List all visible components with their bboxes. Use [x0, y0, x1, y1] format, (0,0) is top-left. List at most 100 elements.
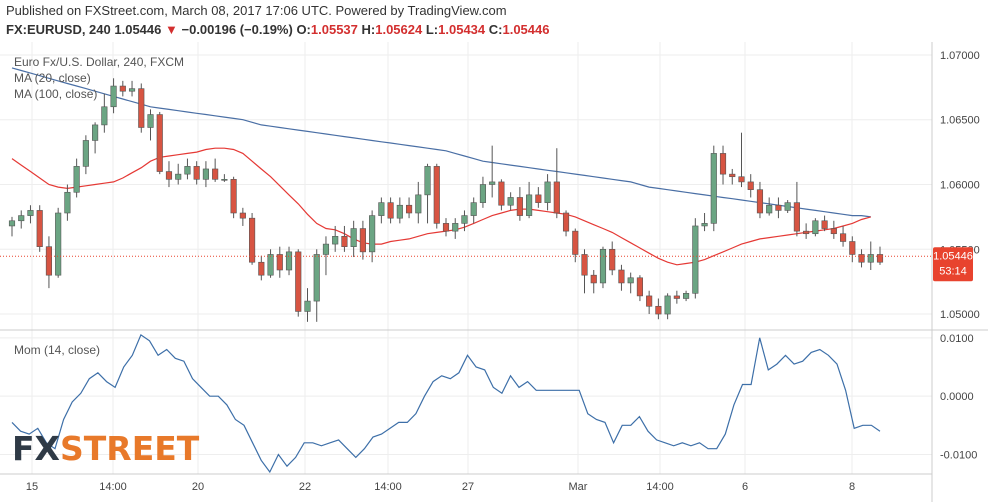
- candle: [405, 197, 413, 219]
- candle: [793, 181, 800, 237]
- candle-body: [738, 176, 745, 183]
- momentum-axis[interactable]: 0.0100 0.0000 -0.0100: [940, 333, 977, 462]
- candle-body: [285, 251, 293, 271]
- last-price: 1.05446: [114, 22, 162, 37]
- candle-body: [415, 194, 422, 214]
- low-label: L:: [425, 22, 439, 37]
- candle-body: [526, 194, 533, 216]
- candle-body: [867, 254, 874, 263]
- candle: [664, 293, 671, 320]
- high-value: 1.05624: [375, 22, 423, 37]
- time-axis[interactable]: 15 14:00 20 22 14:00 27 Mar 14:00 6 8: [26, 481, 855, 493]
- candle-body: [516, 197, 523, 216]
- candle-body: [618, 269, 625, 284]
- candle: [738, 132, 745, 188]
- candle-body: [581, 254, 588, 276]
- candle: [193, 161, 200, 185]
- candle-body: [784, 202, 791, 211]
- candle-body: [479, 184, 487, 203]
- candle-body: [202, 168, 209, 180]
- candle: [470, 197, 477, 224]
- ma20-line: [11, 147, 871, 266]
- candle-body: [45, 246, 53, 276]
- candle-body: [138, 88, 145, 128]
- candle: [775, 197, 782, 219]
- candle-body: [775, 204, 782, 211]
- candle: [692, 218, 699, 299]
- candle: [812, 218, 819, 237]
- candle-body: [36, 210, 43, 247]
- candle-body: [239, 212, 246, 219]
- time-tick-label: 14:00: [99, 481, 127, 493]
- candle-body: [101, 106, 108, 126]
- candle: [73, 158, 80, 198]
- legend-momentum: Mom (14, close): [14, 343, 100, 357]
- candle: [581, 249, 588, 294]
- candle: [378, 197, 385, 224]
- candle: [202, 161, 209, 188]
- candle-body: [128, 88, 136, 92]
- ma100-line: [11, 67, 871, 218]
- price-tag-countdown: 53:14: [939, 265, 967, 277]
- candle: [876, 246, 884, 265]
- high-label: H:: [361, 22, 376, 37]
- candle-body: [193, 166, 200, 180]
- candle-body: [119, 85, 126, 92]
- candle-body: [498, 181, 505, 206]
- candle-body: [609, 248, 616, 271]
- candle-body: [553, 181, 560, 214]
- candle-body: [507, 197, 514, 206]
- candle-body: [683, 293, 690, 299]
- candle-body: [599, 248, 607, 284]
- candle-body: [175, 173, 182, 180]
- candle-body: [82, 140, 89, 167]
- close-label: C:: [488, 22, 503, 37]
- candle-body: [276, 254, 283, 271]
- candle: [8, 216, 16, 237]
- candle-body: [304, 300, 311, 312]
- candle-body: [369, 215, 376, 253]
- candle-body: [858, 254, 865, 263]
- candle: [498, 179, 505, 211]
- candle-body: [747, 181, 754, 190]
- candle: [276, 246, 283, 278]
- candle: [230, 176, 237, 219]
- time-tick-label: 6: [742, 481, 748, 493]
- candle-body: [562, 212, 570, 232]
- candle-body: [249, 217, 256, 263]
- candle: [655, 298, 662, 320]
- price-tick-label: 1.06500: [940, 115, 980, 127]
- time-tick-label: 8: [849, 481, 855, 493]
- candle-body: [821, 220, 828, 229]
- candle-body: [812, 220, 819, 235]
- candle: [424, 163, 431, 224]
- momentum-path: [11, 333, 881, 474]
- candle-body: [729, 173, 736, 178]
- candle-body: [719, 153, 727, 175]
- time-tick-label: 14:00: [646, 481, 674, 493]
- candle: [830, 220, 837, 239]
- candle: [285, 246, 293, 276]
- candle-body: [461, 215, 468, 224]
- candle: [618, 264, 625, 291]
- candle: [267, 249, 274, 278]
- candle-body: [359, 228, 366, 253]
- candle-body: [8, 220, 16, 227]
- candle: [821, 215, 828, 232]
- time-tick-label: 27: [462, 481, 474, 493]
- candle: [119, 80, 126, 97]
- grid-lines: [0, 42, 932, 474]
- logo-fx: FX: [12, 429, 60, 468]
- candle: [627, 272, 634, 294]
- candle: [147, 109, 154, 141]
- candle: [636, 275, 643, 302]
- candle: [452, 218, 459, 239]
- candle-body: [442, 223, 450, 232]
- candle-body: [64, 191, 71, 214]
- candle: [156, 111, 163, 175]
- candle-body: [378, 202, 385, 216]
- candle: [553, 148, 560, 219]
- candle-body: [332, 236, 339, 245]
- fxstreet-logo: FX STREET: [12, 429, 200, 468]
